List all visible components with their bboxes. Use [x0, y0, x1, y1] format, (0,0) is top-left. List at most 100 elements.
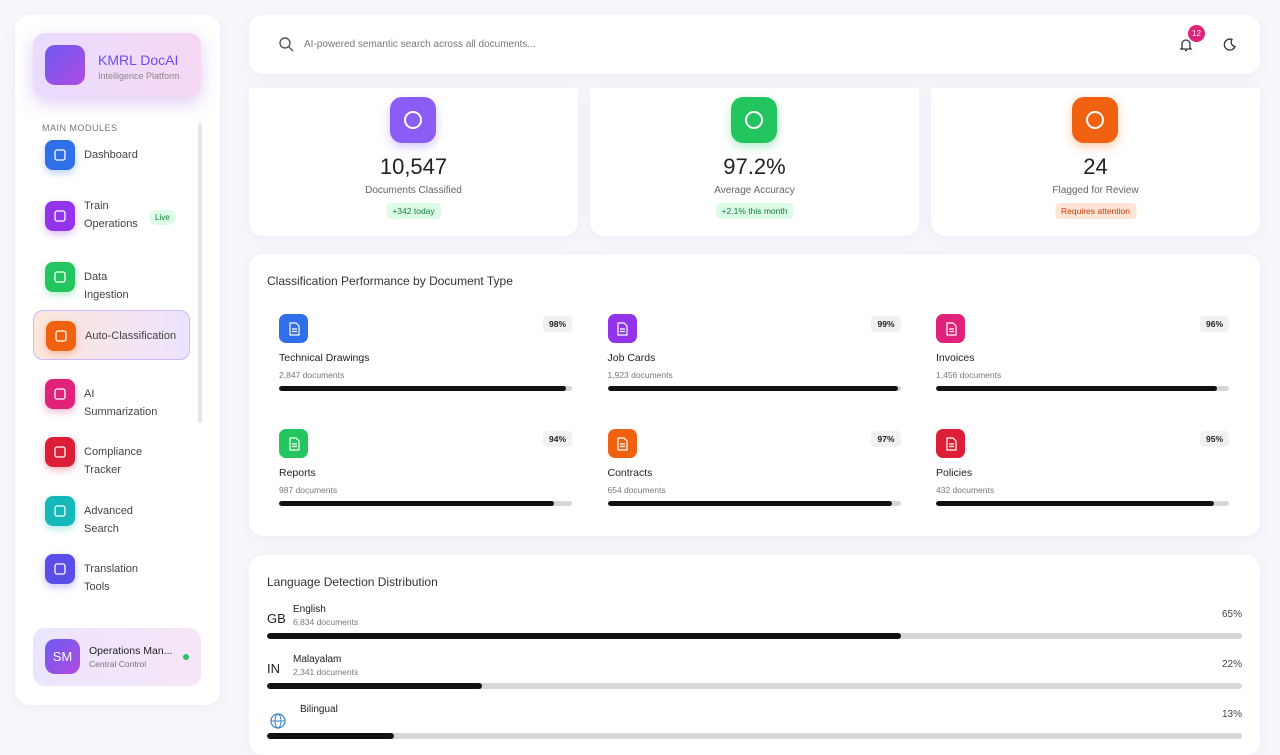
progress-fill [936, 386, 1218, 391]
sidebar: KMRL DocAI Intelligence Platform MAIN MO… [15, 15, 220, 705]
progress-track [279, 501, 572, 506]
doc-count: 432 documents [936, 485, 995, 495]
section-label: MAIN MODULES [42, 123, 118, 133]
accuracy-label: 97% [871, 431, 901, 447]
language-row: IN Malayalam 2,341 documents 22% [267, 654, 1242, 704]
nav-label: Compliance Tracker [84, 446, 143, 476]
nav-item[interactable]: Advanced Search [33, 486, 190, 536]
stat-icon [390, 97, 436, 143]
performance-panel: Classification Performance by Document T… [249, 254, 1260, 536]
progress-track [267, 733, 1242, 739]
language-row: GB English 6,834 documents 65% [267, 604, 1242, 654]
nav-item[interactable]: Auto-Classification [33, 310, 190, 360]
doc-icon [279, 314, 308, 343]
doc-icon [607, 314, 637, 343]
nav-item[interactable]: Train Operations Live [33, 191, 190, 241]
language-panel: Language Detection Distribution GB Englis… [249, 555, 1260, 755]
theme-toggle[interactable] [1223, 38, 1236, 51]
search-input[interactable]: AI-powered semantic search across all do… [304, 39, 536, 50]
notification-badge: 12 [1188, 25, 1205, 42]
doc-type-item[interactable]: 98% Technical Drawings 2,847 documents [279, 314, 572, 409]
nav-icon [45, 140, 75, 170]
doc-icon [936, 314, 965, 343]
doc-type-item[interactable]: 96% Invoices 1,456 documents [936, 314, 1229, 409]
nav-icon [46, 321, 76, 351]
nav-item[interactable]: Translation Tools [33, 544, 190, 594]
stat-icon [731, 97, 777, 143]
brand[interactable]: KMRL DocAI Intelligence Platform [33, 33, 201, 97]
doc-icon [279, 429, 308, 458]
doc-type-item[interactable]: 97% Contracts 654 documents [607, 429, 901, 524]
stat-value: 97.2% [723, 154, 786, 179]
nav-icon [45, 496, 75, 526]
stat-card: 10,547 Documents Classified +342 today [249, 88, 578, 236]
nav-label: AI Summarization [84, 388, 158, 418]
doc-icon [607, 429, 637, 458]
language-percent: 13% [1221, 709, 1242, 720]
nav-item[interactable]: Compliance Tracker [33, 427, 190, 477]
doc-count: 654 documents [607, 485, 666, 495]
nav-label: Advanced Search [84, 505, 133, 535]
status-dot [183, 654, 189, 660]
progress-fill [267, 633, 901, 639]
nav-icon [45, 554, 75, 584]
accuracy-label: 96% [1199, 316, 1229, 332]
nav-item[interactable]: AI Summarization [33, 369, 190, 419]
language-name: Bilingual [300, 704, 338, 715]
progress-fill [279, 501, 555, 506]
language-name: English [293, 604, 326, 615]
doc-count: 1,923 documents [607, 370, 673, 380]
brand-title: KMRL DocAI [98, 52, 179, 68]
accuracy-label: 98% [542, 316, 572, 332]
doc-type-item[interactable]: 94% Reports 987 documents [279, 429, 572, 524]
accuracy-label: 94% [542, 431, 572, 447]
doc-type-name: Reports [279, 467, 316, 479]
user-role: Central Control [89, 659, 147, 669]
nav-label: Auto-Classification [85, 330, 177, 342]
avatar: SM [45, 639, 80, 674]
language-count: 2,341 documents [293, 667, 359, 677]
language-name: Malayalam [293, 654, 342, 665]
panel-title: Classification Performance by Document T… [267, 274, 513, 288]
language-percent: 65% [1221, 609, 1242, 620]
doc-count: 2,847 documents [279, 370, 345, 380]
nav-icon [45, 201, 75, 231]
doc-type-item[interactable]: 99% Job Cards 1,923 documents [607, 314, 901, 409]
nav-icon [45, 437, 75, 467]
globe-icon [269, 712, 287, 730]
doc-count: 987 documents [279, 485, 338, 495]
doc-type-name: Technical Drawings [279, 352, 370, 364]
doc-type-name: Policies [936, 467, 973, 479]
progress-fill [279, 386, 567, 391]
stat-label: Flagged for Review [1052, 185, 1139, 196]
user-card[interactable]: SM Operations Man... Central Control [33, 628, 201, 686]
scrollbar[interactable] [198, 123, 202, 423]
nav-item[interactable]: Data Ingestion [33, 252, 190, 302]
language-count: 6,834 documents [293, 617, 359, 627]
progress-fill [607, 386, 898, 391]
nav-item[interactable]: Dashboard [33, 130, 190, 180]
progress-track [267, 683, 1242, 689]
progress-track [936, 501, 1229, 506]
progress-track [607, 386, 901, 391]
doc-type-item[interactable]: 95% Policies 432 documents [936, 429, 1229, 524]
user-name: Operations Man... [89, 645, 173, 657]
stat-label: Documents Classified [365, 185, 462, 196]
live-badge: Live [149, 210, 176, 225]
progress-track [267, 633, 1242, 639]
top-bar: AI-powered semantic search across all do… [249, 15, 1260, 74]
nav-label: Translation Tools [84, 563, 139, 593]
brand-subtitle: Intelligence Platform [98, 71, 180, 81]
doc-type-name: Job Cards [607, 352, 656, 364]
doc-count: 1,456 documents [936, 370, 1002, 380]
doc-type-name: Invoices [936, 352, 975, 364]
progress-track [607, 501, 901, 506]
bell-icon[interactable] [1179, 38, 1193, 52]
language-row: Bilingual 13% [267, 704, 1242, 754]
doc-type-name: Contracts [607, 467, 653, 479]
nav-label: Dashboard [84, 149, 138, 161]
country-code: GB [267, 611, 286, 626]
stat-label: Average Accuracy [714, 185, 795, 196]
nav-label: Train Operations [84, 200, 138, 230]
panel-title: Language Detection Distribution [267, 575, 438, 589]
